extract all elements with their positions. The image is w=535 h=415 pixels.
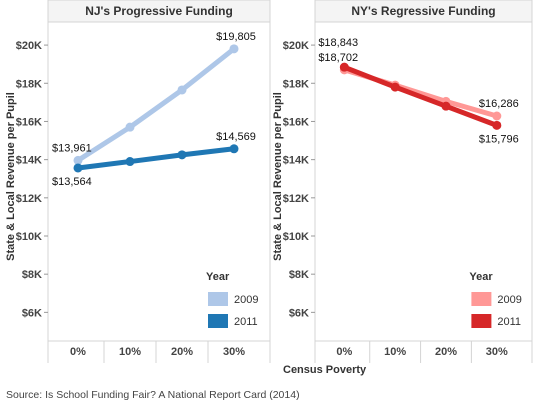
y-tick-label: $18K bbox=[16, 78, 42, 90]
y-tick-label: $18K bbox=[283, 78, 309, 90]
legend-label: 2009 bbox=[497, 294, 521, 306]
y-tick-label: $6K bbox=[22, 307, 42, 319]
data-point-2009-3 bbox=[492, 111, 502, 121]
x-tick-label: 0% bbox=[70, 346, 86, 358]
data-point-2011-1 bbox=[125, 157, 135, 167]
data-point-2011-2 bbox=[177, 150, 187, 160]
y-tick-label: $14K bbox=[283, 155, 309, 167]
y-tick-label: $8K bbox=[22, 269, 42, 281]
legend-label: 2009 bbox=[234, 294, 258, 306]
data-point-2011-2 bbox=[441, 101, 451, 111]
x-tick-label: 10% bbox=[384, 346, 406, 358]
panel-title-bar bbox=[47, 0, 271, 23]
data-point-2009-1 bbox=[125, 122, 135, 132]
data-point-2011-1 bbox=[390, 82, 400, 92]
data-point-2011-0 bbox=[339, 62, 349, 72]
data-point-2011-3 bbox=[492, 120, 502, 130]
panel-frame bbox=[314, 0, 533, 342]
legend-label: 2011 bbox=[497, 316, 521, 328]
y-axis-label: State & Local Revenue per Pupil bbox=[272, 92, 284, 261]
data-label: $19,805 bbox=[216, 31, 256, 43]
x-tick-label: 20% bbox=[171, 346, 193, 358]
x-tick-label: 30% bbox=[486, 346, 508, 358]
y-tick-label: $10K bbox=[16, 231, 42, 243]
x-tick-label: 10% bbox=[119, 346, 141, 358]
panel-title: NY's Regressive Funding bbox=[351, 4, 495, 18]
x-tick-label: 20% bbox=[435, 346, 457, 358]
legend-swatch-2009 bbox=[471, 292, 492, 306]
y-tick-label: $20K bbox=[283, 40, 309, 52]
panel-title-bar bbox=[314, 0, 533, 23]
data-label: $16,286 bbox=[479, 98, 519, 110]
series-line-2009 bbox=[75, 46, 237, 163]
x-axis-label: Census Poverty bbox=[283, 364, 367, 376]
y-tick-label: $16K bbox=[283, 116, 309, 128]
data-label: $18,702 bbox=[318, 52, 358, 64]
y-tick-label: $10K bbox=[283, 231, 309, 243]
y-tick-label: $6K bbox=[289, 307, 309, 319]
x-tick-label: 0% bbox=[336, 346, 352, 358]
data-label: $18,843 bbox=[318, 37, 358, 49]
data-label: $14,569 bbox=[216, 131, 256, 143]
dual-line-chart: NJ's Progressive Funding $6K $8K $10K $12K $1… bbox=[5, 0, 533, 376]
data-point-2011-0 bbox=[73, 163, 83, 173]
legend-title: Year bbox=[206, 271, 230, 283]
legend-swatch-2011 bbox=[208, 314, 228, 328]
data-point-2009-2 bbox=[177, 85, 187, 95]
source-note: Source: Is School Funding Fair? A Nation… bbox=[6, 389, 300, 401]
y-axis-label: State & Local Revenue per Pupil bbox=[5, 92, 17, 261]
series-line-2011 bbox=[341, 64, 500, 128]
legend-title: Year bbox=[469, 271, 493, 283]
y-tick-label: $16K bbox=[16, 116, 42, 128]
data-label: $13,961 bbox=[52, 142, 92, 154]
legend-swatch-2009 bbox=[208, 292, 228, 306]
y-tick-label: $12K bbox=[283, 193, 309, 205]
legend-swatch-2011 bbox=[471, 314, 492, 328]
y-tick-label: $20K bbox=[16, 40, 42, 52]
legend-label: 2011 bbox=[234, 316, 258, 328]
data-point-2009-3 bbox=[229, 44, 239, 54]
series-line-2011 bbox=[75, 146, 237, 171]
panel-title: NJ's Progressive Funding bbox=[85, 4, 233, 18]
y-tick-label: $12K bbox=[16, 193, 42, 205]
y-tick-label: $8K bbox=[289, 269, 309, 281]
panel-frame bbox=[47, 0, 271, 342]
data-label: $13,564 bbox=[52, 176, 92, 188]
data-point-2009-0 bbox=[73, 155, 83, 165]
y-tick-label: $14K bbox=[16, 155, 42, 167]
data-label: $15,796 bbox=[479, 133, 519, 145]
data-point-2011-3 bbox=[229, 144, 239, 154]
x-tick-label: 30% bbox=[223, 346, 245, 358]
